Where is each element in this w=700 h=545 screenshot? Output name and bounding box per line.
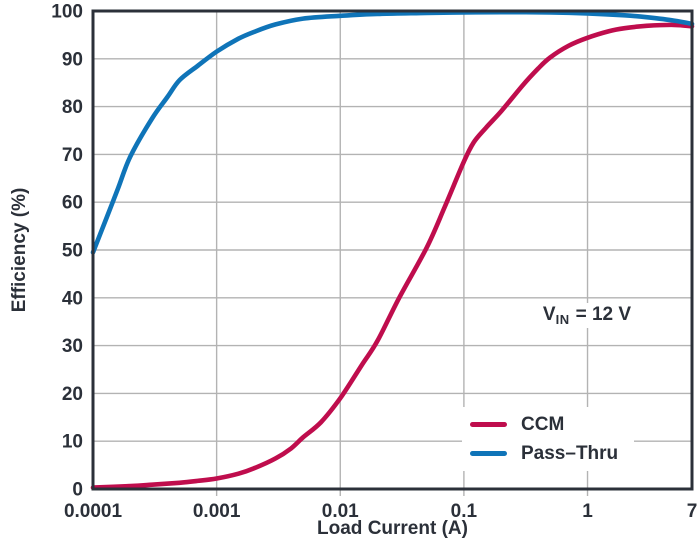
- plot-border: [91, 9, 694, 491]
- y-tick-label: 100: [51, 2, 83, 23]
- y-tick-label: 30: [62, 336, 83, 357]
- y-axis-title: Efficiency (%): [9, 187, 30, 313]
- legend-item-pass-thru: Pass–Thru: [470, 439, 618, 468]
- vin-annotation-subscript: IN: [555, 312, 570, 327]
- vin-annotation: VIN = 12 V: [533, 303, 641, 328]
- x-tick-label: 0.1: [451, 501, 478, 522]
- x-tick-label: 0.0001: [64, 501, 123, 522]
- pass-thru-line-swatch: [470, 451, 507, 456]
- legend-item-ccm: CCM: [470, 410, 618, 439]
- y-tick-label: 70: [62, 145, 83, 166]
- legend-label-ccm: CCM: [521, 413, 565, 435]
- x-tick-label: 1: [582, 501, 593, 522]
- legend-label-pass-thru: Pass–Thru: [521, 442, 619, 464]
- x-tick-label: 0.01: [322, 501, 359, 522]
- vin-annotation-value: = 12 V: [575, 304, 632, 325]
- y-tick-label: 20: [62, 384, 83, 405]
- y-tick-label: 80: [62, 97, 83, 118]
- series-line-ccm: [90, 22, 695, 490]
- legend: CCM Pass–Thru: [462, 407, 635, 471]
- x-axis-title: Load Current (A): [317, 518, 468, 539]
- y-tick-label: 60: [62, 193, 83, 214]
- y-tick-label: 10: [62, 432, 83, 453]
- series-line-pass-thru: [90, 9, 695, 255]
- y-tick-label: 0: [72, 480, 83, 501]
- x-tick-label: 7: [687, 501, 698, 522]
- y-tick-label: 50: [62, 241, 83, 262]
- ccm-line-swatch: [470, 422, 507, 427]
- vin-annotation-symbol: V: [542, 304, 556, 325]
- y-tick-label: 90: [62, 49, 83, 70]
- y-tick-label: 40: [62, 288, 83, 309]
- x-tick-label: 0.001: [193, 501, 241, 522]
